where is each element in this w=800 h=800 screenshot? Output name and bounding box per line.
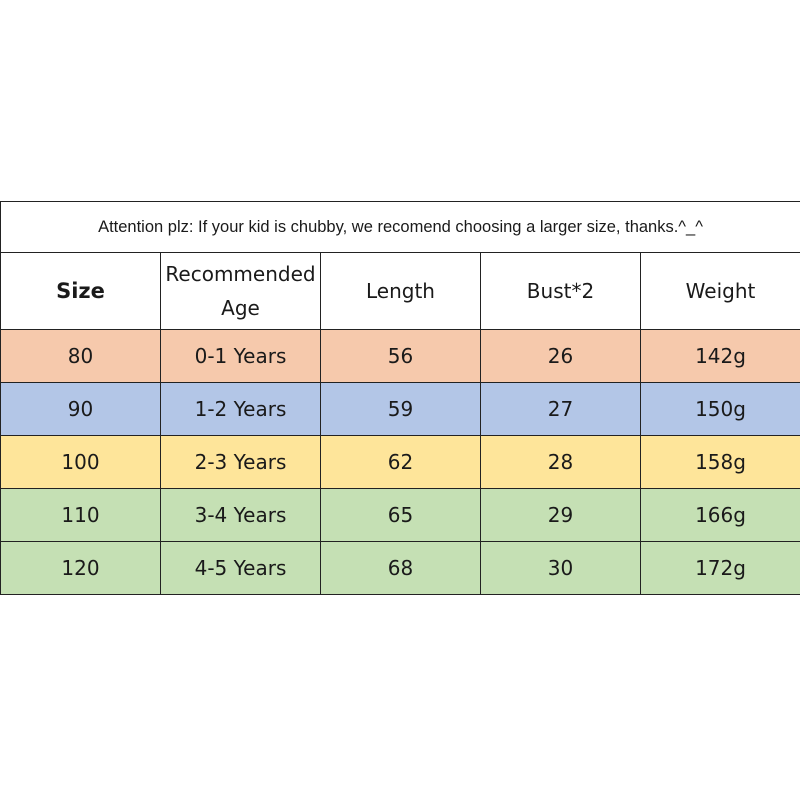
cell-bust: 29 xyxy=(480,488,641,542)
cell-bust: 28 xyxy=(480,435,641,489)
cell-weight: 172g xyxy=(639,541,800,595)
table-row: 120 4-5 Years 68 30 172g xyxy=(0,541,800,595)
cell-length: 65 xyxy=(320,488,481,542)
cell-bust: 27 xyxy=(480,382,641,436)
header-row: Size Recommended Age Length Bust*2 Weigh… xyxy=(0,252,800,330)
header-age-line2: Age xyxy=(221,296,260,320)
cell-length: 62 xyxy=(320,435,481,489)
cell-bust: 30 xyxy=(480,541,641,595)
table-row: 110 3-4 Years 65 29 166g xyxy=(0,488,800,542)
cell-size: 110 xyxy=(0,488,161,542)
cell-age: 4-5 Years xyxy=(160,541,321,595)
size-chart-table: Attention plz: If your kid is chubby, we… xyxy=(0,201,800,595)
cell-weight: 150g xyxy=(639,382,800,436)
cell-age: 1-2 Years xyxy=(160,382,321,436)
table-row: 100 2-3 Years 62 28 158g xyxy=(0,435,800,489)
header-recommended-age: Recommended Age xyxy=(160,252,321,330)
cell-length: 68 xyxy=(320,541,481,595)
table-row: 90 1-2 Years 59 27 150g xyxy=(0,382,800,436)
notice-text: Attention plz: If your kid is chubby, we… xyxy=(0,201,800,253)
header-weight: Weight xyxy=(639,252,800,330)
cell-size: 120 xyxy=(0,541,161,595)
table-row: 80 0-1 Years 56 26 142g xyxy=(0,329,800,383)
cell-weight: 166g xyxy=(639,488,800,542)
header-bust: Bust*2 xyxy=(480,252,641,330)
cell-size: 80 xyxy=(0,329,161,383)
cell-size: 100 xyxy=(0,435,161,489)
header-age-line1: Recommended xyxy=(165,262,316,286)
header-size: Size xyxy=(0,252,161,330)
header-length: Length xyxy=(320,252,481,330)
cell-size: 90 xyxy=(0,382,161,436)
cell-bust: 26 xyxy=(480,329,641,383)
cell-length: 59 xyxy=(320,382,481,436)
cell-age: 0-1 Years xyxy=(160,329,321,383)
cell-age: 2-3 Years xyxy=(160,435,321,489)
cell-length: 56 xyxy=(320,329,481,383)
notice-row: Attention plz: If your kid is chubby, we… xyxy=(0,201,800,253)
cell-age: 3-4 Years xyxy=(160,488,321,542)
cell-weight: 142g xyxy=(639,329,800,383)
cell-weight: 158g xyxy=(639,435,800,489)
